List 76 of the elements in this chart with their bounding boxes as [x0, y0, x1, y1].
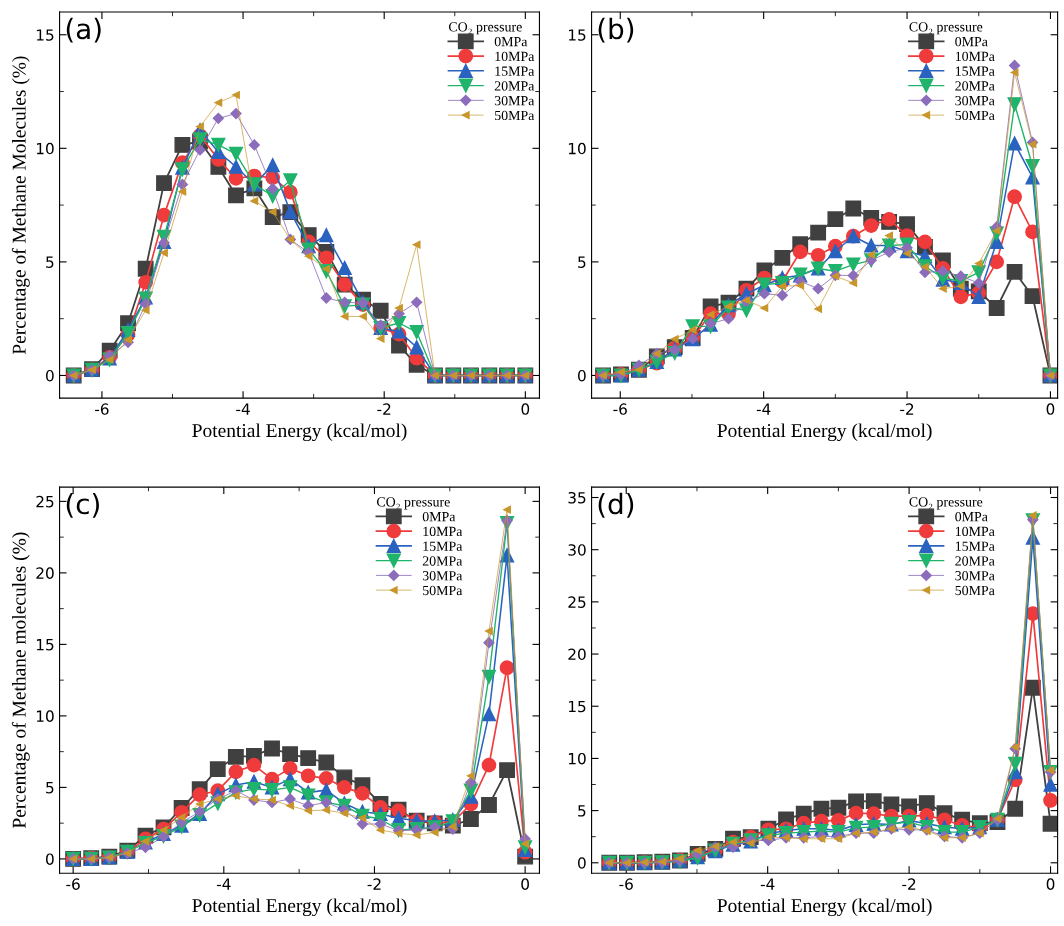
- legend-label: 30MPa: [955, 571, 995, 581]
- x-tick-label: -4: [760, 878, 775, 890]
- legend-label: 20MPa: [955, 81, 995, 91]
- legend-label: 15MPa: [955, 541, 995, 551]
- legend-label: 10MPa: [955, 51, 995, 62]
- x-tick-label: 0: [521, 403, 530, 415]
- y-tick-label: 10: [36, 142, 54, 155]
- x-tick-label: 0: [1046, 403, 1055, 415]
- legend-title: CO₂ pressure: [909, 497, 983, 510]
- x-axis-title: Potential Energy (kcal/mol): [717, 423, 932, 442]
- y-tick-label: 35: [568, 491, 586, 504]
- legend-label: 0MPa: [494, 36, 528, 47]
- y-tick-label: 15: [36, 639, 54, 651]
- legend-label: 50MPa: [423, 585, 463, 596]
- x-tick-label: 0: [1046, 878, 1055, 890]
- legend-label: 50MPa: [495, 110, 535, 121]
- x-tick-label: -4: [236, 403, 250, 415]
- annotation: (b): [598, 17, 634, 43]
- y-tick-label: 0: [578, 369, 586, 382]
- y-tick-label: 0: [578, 857, 586, 869]
- x-tick-label: -2: [377, 403, 391, 415]
- x-axis-title: Potential Energy (kcal/mol): [192, 423, 407, 442]
- y-axis-title: Percentage of Methane Molecules (%): [11, 56, 30, 355]
- x-axis-title: Potential Energy (kcal/mol): [192, 898, 407, 917]
- legend-label: 50MPa: [955, 585, 995, 596]
- legend-label: 15MPa: [495, 66, 535, 76]
- legend-label: 30MPa: [422, 571, 463, 581]
- y-tick-label: 5: [46, 256, 54, 268]
- legend-label: 10MPa: [423, 526, 463, 537]
- y-tick-label: 5: [578, 805, 586, 817]
- legend-label: 15MPa: [955, 66, 995, 76]
- annotation: (c): [66, 492, 99, 518]
- legend-label: 10MPa: [495, 51, 535, 62]
- legend-title: CO₂ pressure: [376, 497, 450, 510]
- y-tick-label: 20: [568, 648, 586, 661]
- x-tick-label: -6: [66, 878, 80, 890]
- y-tick-label: 25: [568, 596, 586, 608]
- legend-label: 0MPa: [955, 511, 988, 522]
- y-tick-label: 20: [36, 567, 54, 579]
- x-tick-label: -4: [756, 403, 771, 415]
- legend-title: CO₂ pressure: [448, 22, 522, 35]
- legend-label: 0MPa: [422, 511, 456, 522]
- x-tick-label: -2: [902, 878, 916, 890]
- y-tick-label: 30: [568, 544, 586, 556]
- annotation: (a): [66, 17, 101, 43]
- y-tick-label: 10: [568, 752, 586, 765]
- legend-label: 20MPa: [955, 556, 995, 566]
- y-tick-label: 0: [46, 853, 54, 865]
- x-tick-label: -2: [900, 403, 914, 415]
- y-tick-label: 15: [568, 700, 586, 713]
- annotation: (d): [598, 492, 634, 518]
- y-tick-label: 15: [36, 29, 54, 41]
- legend-label: 20MPa: [494, 81, 535, 91]
- y-tick-label: 15: [568, 29, 586, 41]
- legend-label: 15MPa: [423, 541, 463, 551]
- y-tick-label: 5: [46, 782, 54, 794]
- legend-label: 50MPa: [955, 110, 995, 121]
- legend-label: 30MPa: [955, 95, 995, 106]
- legend-label: 20MPa: [422, 556, 463, 566]
- x-tick-label: 0: [521, 878, 529, 890]
- x-axis-title: Potential Energy (kcal/mol): [717, 898, 932, 917]
- legend-label: 10MPa: [955, 526, 995, 537]
- legend-title: CO₂ pressure: [909, 22, 983, 35]
- x-tick-label: -6: [613, 403, 627, 415]
- x-tick-label: -6: [619, 878, 633, 890]
- y-tick-label: 25: [36, 495, 54, 508]
- x-tick-label: -4: [216, 878, 231, 890]
- x-tick-label: -6: [95, 403, 109, 415]
- legend-label: 30MPa: [494, 95, 535, 106]
- y-tick-label: 0: [46, 369, 54, 382]
- legend-label: 0MPa: [955, 36, 988, 47]
- y-axis-title: Percentage of Methane molecules (%): [11, 532, 30, 829]
- y-tick-label: 10: [36, 710, 54, 722]
- x-tick-label: -2: [367, 878, 381, 890]
- y-tick-label: 5: [578, 256, 586, 268]
- y-tick-label: 10: [568, 142, 586, 155]
